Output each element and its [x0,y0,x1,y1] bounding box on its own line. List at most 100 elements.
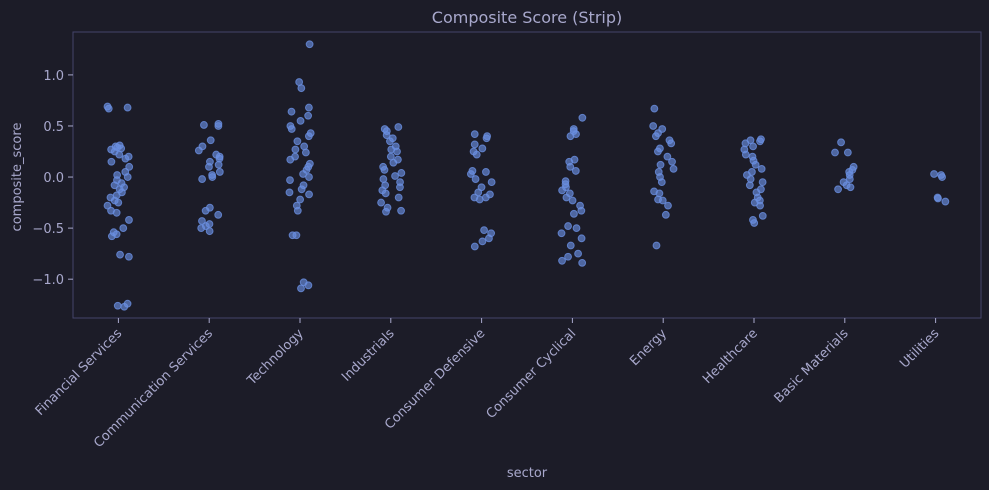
point [287,107,296,116]
point [293,206,302,215]
point [120,302,129,311]
point [305,40,314,49]
point [654,147,662,156]
point [124,252,133,261]
point [845,175,854,183]
point [482,168,490,176]
point [669,164,678,173]
point [381,189,390,198]
point [472,150,481,159]
point [208,173,217,181]
plot-area [72,31,982,319]
point [651,132,660,141]
y-tick-label: 0.0 [43,171,64,186]
point [482,134,491,143]
point [750,219,759,227]
point [749,142,757,151]
point [566,241,575,250]
point [652,241,661,250]
point [116,250,124,259]
y-tick-label: 0.5 [43,120,64,135]
point [557,229,566,238]
point [562,193,571,202]
point [114,198,123,207]
point [568,196,577,205]
point [470,130,479,139]
point [288,231,297,240]
point [205,162,213,171]
point [214,160,223,169]
point [650,104,659,113]
point [656,160,665,169]
point [834,185,842,194]
point [297,84,306,93]
point [757,164,766,173]
point [393,147,401,156]
point [668,157,676,166]
point [214,122,223,130]
point [104,104,113,113]
point [758,178,767,187]
point [564,222,572,230]
point [758,211,767,220]
point [389,158,398,167]
point [475,195,484,204]
point [305,173,313,181]
point [107,232,116,241]
point [480,226,488,235]
point [299,170,307,178]
point [574,249,582,258]
point [394,193,403,202]
point [115,150,124,159]
point [397,206,405,215]
point [667,139,676,148]
point [657,178,666,187]
point [558,186,567,195]
point [478,237,487,246]
point [297,185,306,194]
point [570,209,578,218]
point [474,188,483,197]
point [831,148,839,157]
point [297,284,305,293]
point [571,167,580,175]
point [938,173,946,181]
point [205,227,214,236]
point [558,256,566,265]
point [470,242,479,251]
y-axis-label: composite_score [10,123,25,232]
point [466,170,475,178]
point [756,201,764,210]
point [119,224,128,233]
point [578,113,587,122]
point [386,137,394,146]
point [107,157,116,166]
point [487,178,496,187]
point [286,155,295,164]
point [485,234,493,243]
point [377,198,385,207]
point [123,173,132,181]
point [578,258,587,267]
point [194,146,203,155]
point [397,169,406,177]
point [658,196,667,205]
point [664,201,672,210]
point [661,210,670,219]
x-axis-label: sector [507,466,548,481]
point [305,190,313,199]
point [200,121,208,129]
chart-title: Composite Score (Strip) [432,8,622,27]
point [566,162,575,171]
point [296,116,305,125]
point [215,168,224,176]
point [930,170,938,178]
point [941,197,950,206]
y-tick-label: 1.0 [43,69,64,84]
point [478,144,487,153]
point [291,145,300,154]
point [837,138,845,147]
point [663,152,672,161]
point [741,150,750,159]
